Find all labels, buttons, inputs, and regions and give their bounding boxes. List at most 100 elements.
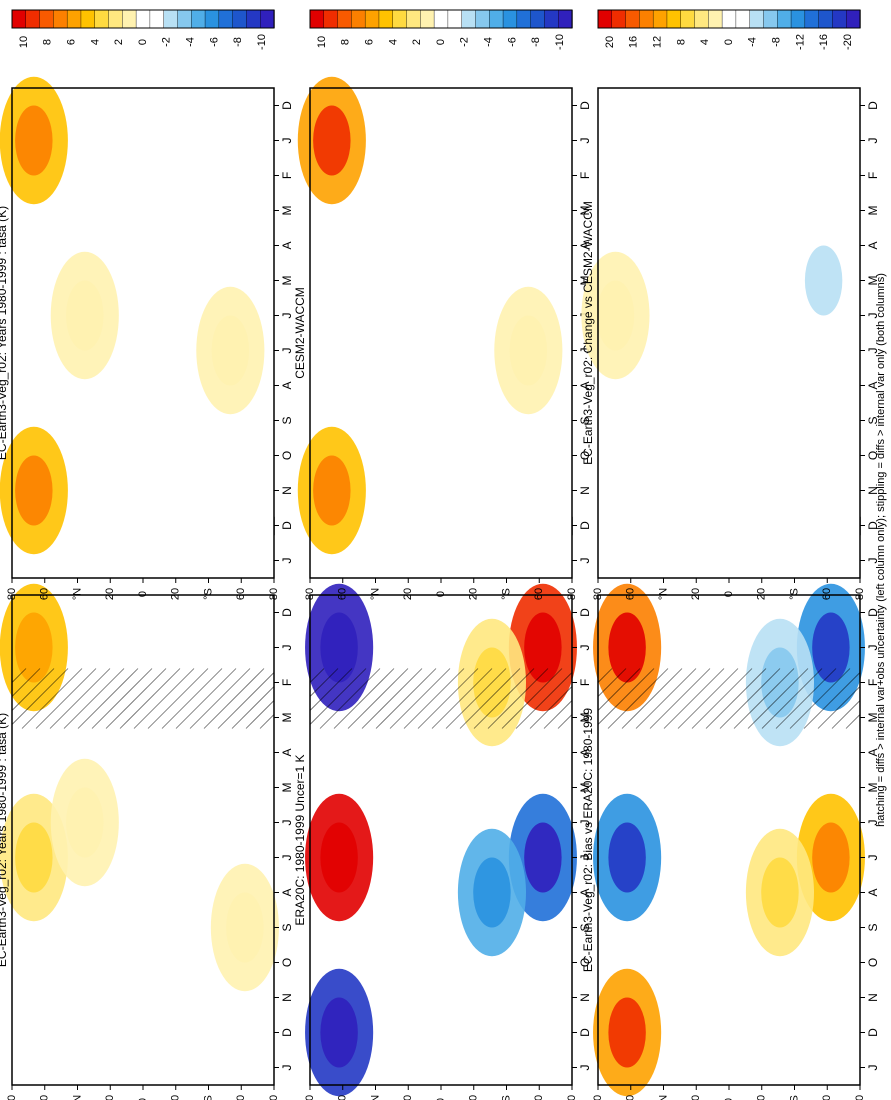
colorbar-swatch [191,9,206,29]
hatching [310,668,572,729]
field-core [596,280,635,351]
colorbar-tick-label: -2 [459,37,471,47]
lat-tick-label: 80 [304,588,316,600]
colorbar-tick-label: 20 [604,36,616,48]
month-tick-label: D [578,608,592,617]
month-tick-label: O [866,451,880,460]
colorbar-swatch [708,9,723,29]
field-core [211,315,250,386]
month-tick-label: D [280,608,294,617]
panel-title: ERA20C: 1980-1999 Uncer=1 K [293,754,307,925]
colorbar-swatch [204,9,220,29]
month-tick-label: J [578,348,592,354]
colorbar-frame [597,9,861,29]
colorbar-swatch [530,9,546,29]
lat-tick-label: 0 [723,591,735,597]
lat-tick-label: 20 [170,588,182,600]
colorbar-tick-label: -6 [208,37,220,47]
colorbar-swatch [790,9,806,29]
colorbar-swatch [694,9,710,29]
month-tick-label: N [578,486,592,495]
colorbar-tick-label: 10 [18,36,30,48]
colorbar-tick-label: -4 [747,37,759,47]
month-tick-label: S [578,923,592,931]
lat-tick-label: 60 [821,588,833,600]
lat-tick-label: 60 [625,1095,637,1100]
month-tick-label: A [866,241,880,249]
field-core [66,787,104,858]
month-tick-label: J [866,1065,880,1071]
lat-tick-label: °N [71,588,83,600]
colorbar-tick-label: -4 [185,37,197,47]
colorbar-swatch [53,9,68,29]
field-core [15,455,53,526]
field-core [473,857,511,928]
month-tick-label: D [866,521,880,530]
colorbar-swatch [177,9,192,29]
month-tick-label: N [866,486,880,495]
colorbar-swatch [544,9,559,29]
colorbar-tick-label: -20 [842,34,854,50]
colorbar-tick-label: 8 [340,39,352,45]
field-core [524,822,562,893]
lat-tick-label: °S [788,588,800,600]
month-tick-label: J [280,558,294,564]
lat-tick-label: 60 [235,1095,247,1100]
colorbar-swatch [309,9,325,29]
lat-tick-label: 60 [337,588,349,600]
lat-tick-label: °N [369,588,381,600]
colorbar-tick-label: 4 [699,39,711,45]
month-tick-label: D [866,1028,880,1037]
field-core [608,997,646,1068]
field-core [313,105,351,176]
month-tick-label: D [866,101,880,110]
lat-tick-label: 80 [304,1095,316,1100]
colorbar-tick-label: 4 [387,39,399,45]
field-core [320,612,358,683]
month-tick-label: A [866,888,880,896]
lat-tick-label: 80 [566,1095,578,1100]
lat-tick-label: 20 [402,1095,414,1100]
month-tick-label: O [866,958,880,967]
month-tick-label: M [578,206,592,216]
colorbar-swatch [149,9,165,29]
month-tick-label: F [280,679,294,686]
month-tick-label: M [866,713,880,723]
lat-tick-label: 60 [39,1095,51,1100]
lat-tick-label: 0 [435,591,447,597]
colorbar-swatch [666,9,682,29]
lat-tick-label: 80 [6,1095,18,1100]
month-tick-label: J [280,138,294,144]
lat-tick-label: 60 [235,588,247,600]
month-tick-label: S [578,416,592,424]
lat-tick-label: 20 [756,588,768,600]
colorbar-swatch [846,9,861,29]
panel-title: EC-Earth3-Veg_r02: Years 1980-1999 : tas… [0,206,9,460]
month-tick-label: J [280,820,294,826]
lat-tick-label: °N [657,1095,669,1100]
colorbar-swatch [489,9,504,29]
field-core [608,612,646,683]
colorbar-swatch [611,9,627,29]
colorbar-swatch [433,9,449,29]
colorbar-swatch [232,9,248,29]
month-tick-label: M [280,206,294,216]
month-tick-label: A [280,241,294,249]
panel-5: D J F M A M J J A S O N D J 80 60 °N 20 0 20 °S 60 80 EC-Earth3… [581,516,880,1100]
colorbar-swatch [163,9,179,29]
colorbar-tick-label: 2 [411,39,423,45]
month-tick-label: J [578,645,592,651]
month-tick-label: S [866,923,880,931]
lat-tick-label: 20 [104,1095,116,1100]
month-tick-label: M [578,276,592,286]
field-core [226,892,264,963]
month-tick-label: A [578,381,592,389]
lat-tick-label: 20 [690,1095,702,1100]
colorbar-swatch [246,9,261,29]
month-tick-label: M [578,783,592,793]
lat-tick-label: °S [500,1095,512,1100]
colorbar-swatch [475,9,490,29]
month-tick-label: A [578,241,592,249]
lat-tick-label: 20 [170,1095,182,1100]
lat-tick-label: 20 [468,1095,480,1100]
